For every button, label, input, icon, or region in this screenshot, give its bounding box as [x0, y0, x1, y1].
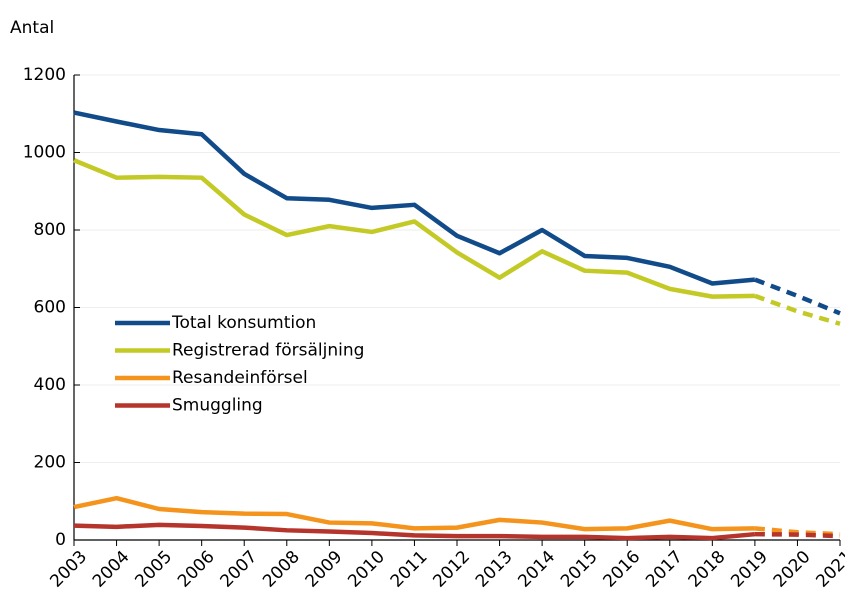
x-tick-label: 2011 — [387, 547, 432, 592]
x-tick-label: 2007 — [217, 547, 262, 592]
y-tick-label: 200 — [34, 453, 66, 473]
y-tick-label: 600 — [34, 298, 66, 318]
x-tick-label: 2009 — [302, 547, 347, 592]
x-tick-label: 2003 — [46, 547, 91, 592]
y-tick-label: 400 — [34, 375, 66, 395]
y-tick-label: 0 — [55, 530, 66, 550]
x-tick-label: 2021 — [812, 547, 845, 592]
y-tick-label: 800 — [34, 220, 66, 240]
x-tick-label: 2004 — [89, 547, 134, 592]
x-tick-label: 2015 — [557, 547, 602, 592]
x-tick-label: 2006 — [174, 547, 219, 592]
legend-label: Total konsumtion — [171, 313, 316, 333]
x-tick-label: 2019 — [727, 547, 772, 592]
y-tick-label: 1000 — [23, 143, 66, 163]
series-line — [73, 158, 755, 299]
x-tick-label: 2017 — [642, 547, 687, 592]
legend-label: Smuggling — [172, 396, 263, 416]
x-tick-label: 2016 — [600, 547, 645, 592]
series-line — [754, 531, 841, 539]
series-line — [73, 110, 756, 286]
series-line — [73, 522, 756, 541]
series-line — [754, 293, 841, 326]
x-tick-label: 2005 — [131, 547, 176, 592]
x-tick-label: 2014 — [514, 547, 559, 592]
legend-label: Registrerad försäljning — [172, 341, 364, 361]
x-tick-label: 2018 — [685, 547, 730, 592]
x-tick-label: 2012 — [429, 547, 474, 592]
x-tick-label: 2013 — [472, 547, 517, 592]
x-tick-label: 2020 — [770, 547, 815, 592]
y-axis-label: Antal — [10, 18, 54, 38]
x-tick-label: 2010 — [344, 547, 389, 592]
series-line — [754, 277, 841, 316]
x-tick-label: 2008 — [259, 547, 304, 592]
legend-label: Resandeinförsel — [172, 368, 308, 388]
series-line — [73, 495, 755, 532]
y-tick-label: 1200 — [23, 65, 66, 85]
